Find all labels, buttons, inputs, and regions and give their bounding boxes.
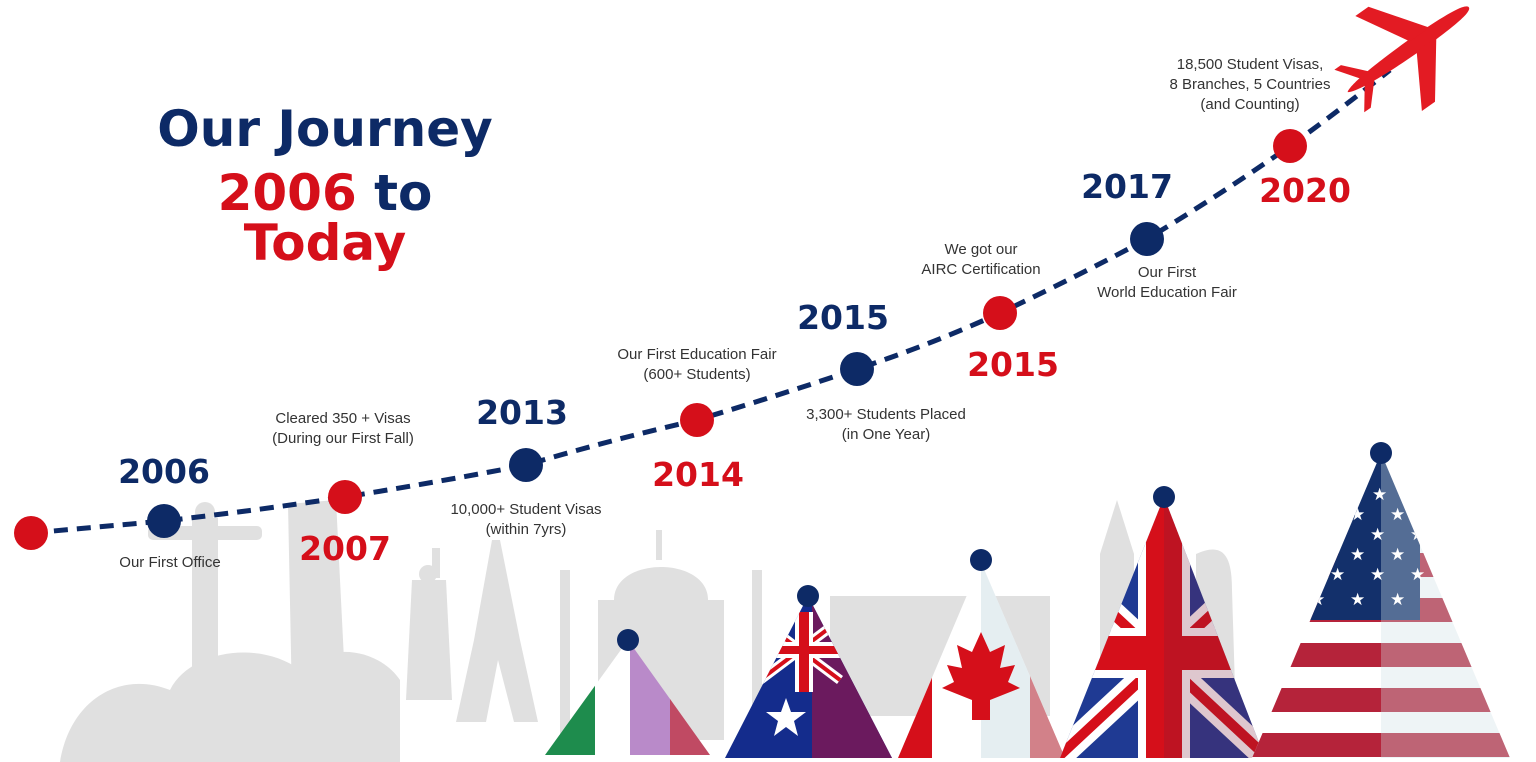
year-label-2017: 2017 — [1081, 167, 1173, 206]
milestone-dot-2015-airc — [983, 296, 1017, 330]
year-label-2007: 2007 — [299, 529, 391, 568]
milestone-note-2013: 10,000+ Student Visas (within 7yrs) — [450, 501, 602, 538]
svg-text:★: ★ — [1410, 565, 1425, 585]
uk-flag-cone — [1060, 497, 1265, 758]
page-title: Our Journey — [157, 100, 493, 158]
canada-cone-top-dot — [970, 549, 992, 571]
year-label-2006: 2006 — [118, 452, 210, 491]
milestone-dot-2006 — [147, 504, 181, 538]
svg-text:★: ★ — [1370, 525, 1385, 545]
airplane-icon — [1334, 6, 1470, 113]
svg-text:★: ★ — [1390, 505, 1405, 525]
svg-text:★: ★ — [1350, 590, 1365, 610]
journey-start-dot — [14, 516, 48, 550]
svg-text:★: ★ — [1410, 525, 1425, 545]
italy-cone-top-dot — [617, 629, 639, 651]
subtitle-today: Today — [243, 214, 407, 272]
svg-text:★: ★ — [1372, 485, 1387, 505]
eiffel-tower-icon — [456, 540, 538, 722]
australia-cone-top-dot — [797, 585, 819, 607]
milestone-note-2015-placed: 3,300+ Students Placed (in One Year) — [806, 406, 966, 443]
milestone-note-2017: Our First World Education Fair — [1097, 264, 1237, 301]
year-label-2013: 2013 — [476, 393, 568, 432]
usa-cone-top-dot — [1370, 442, 1392, 464]
year-label-2020: 2020 — [1259, 171, 1351, 210]
year-label-2015-placed: 2015 — [797, 298, 889, 337]
subtitle-connector: to — [356, 164, 433, 222]
usa-flag-cone: ★ ★ ★ ★ ★ ★ ★ ★ ★ ★ ★ ★ ★ ★ ★ — [1252, 453, 1510, 758]
year-label-2015-airc: 2015 — [967, 345, 1059, 384]
milestone-note-2015-airc: We got our AIRC Certification — [921, 241, 1041, 278]
svg-text:★: ★ — [1390, 590, 1405, 610]
svg-text:★: ★ — [1330, 565, 1345, 585]
svg-text:★: ★ — [1330, 525, 1345, 545]
statue-of-liberty-icon — [406, 548, 452, 700]
page-subtitle: 2006 to Today — [150, 168, 500, 268]
svg-text:★: ★ — [1350, 545, 1365, 565]
uk-cone-top-dot — [1153, 486, 1175, 508]
christ-redeemer-statue-icon — [148, 502, 262, 668]
subtitle-start-year: 2006 — [217, 164, 357, 222]
milestone-note-2020: 18,500 Student Visas, 8 Branches, 5 Coun… — [1169, 56, 1331, 113]
milestone-dot-2007 — [328, 480, 362, 514]
milestone-note-2014: Our First Education Fair (600+ Students) — [617, 346, 777, 383]
milestone-note-2006: Our First Office — [119, 554, 221, 571]
milestone-note-2007: Cleared 350 + Visas (During our First Fa… — [272, 410, 414, 447]
milestone-dot-2017 — [1130, 222, 1164, 256]
clouds-ground — [60, 651, 400, 762]
milestone-dot-2020 — [1273, 129, 1307, 163]
svg-text:★: ★ — [1370, 565, 1385, 585]
svg-text:★: ★ — [1350, 505, 1365, 525]
svg-text:★: ★ — [1310, 590, 1325, 610]
leaning-tower-of-pisa-icon — [288, 500, 346, 702]
milestone-dot-2014 — [680, 403, 714, 437]
milestone-dot-2015-placed — [840, 352, 874, 386]
milestone-dot-2013 — [509, 448, 543, 482]
svg-text:★: ★ — [1390, 545, 1405, 565]
year-label-2014: 2014 — [652, 455, 744, 494]
svg-text:★: ★ — [1310, 545, 1325, 565]
